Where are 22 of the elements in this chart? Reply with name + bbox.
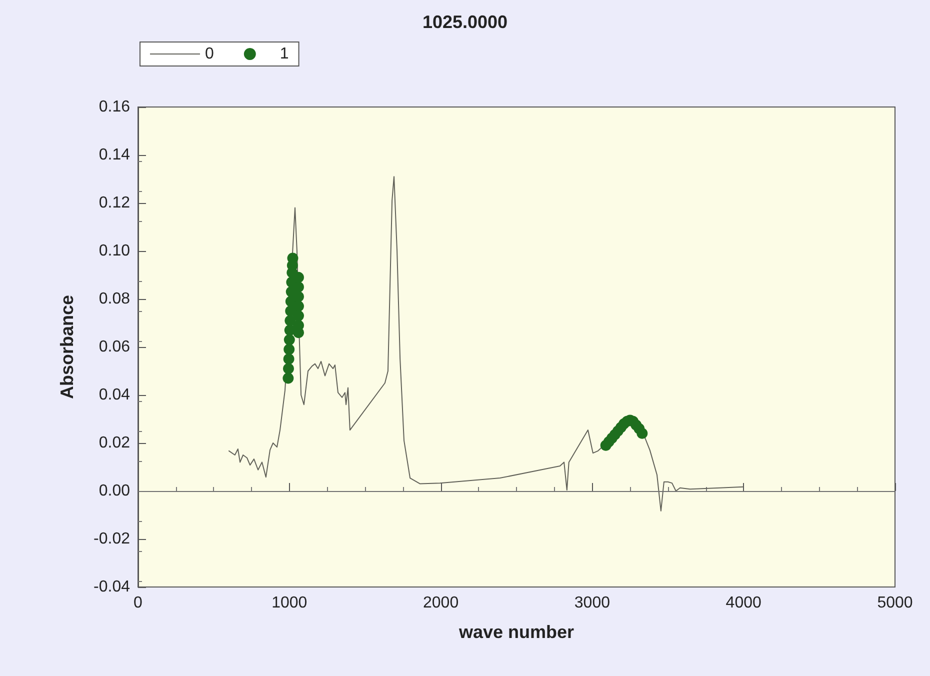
y-tick-label: 0.12 (98, 194, 130, 212)
x-axis-title: wave number (458, 622, 574, 642)
x-tick-label: 1000 (272, 594, 308, 612)
y-tick-label: 0.04 (98, 386, 130, 404)
chart-title: 1025.0000 (422, 12, 508, 32)
legend-label: 1 (280, 46, 289, 62)
y-tick-label: 0.00 (98, 482, 130, 500)
x-tick-label: 4000 (726, 594, 762, 612)
x-tick-label: 0 (134, 594, 143, 612)
x-tick-label: 5000 (877, 594, 913, 612)
y-tick-label: -0.02 (94, 530, 130, 548)
y-tick-label: 0.10 (98, 242, 130, 260)
legend-label: 0 (205, 46, 214, 62)
y-tick-label: 0.08 (98, 290, 130, 308)
x-tick-label: 2000 (423, 594, 459, 612)
x-tick-label: 3000 (574, 594, 610, 612)
y-axis-title: Absorbance (57, 294, 77, 400)
y-tick-label: 0.06 (98, 338, 130, 356)
y-tick-label: 0.14 (98, 146, 130, 164)
y-tick-label: -0.04 (94, 578, 130, 596)
y-tick-label: 0.16 (98, 98, 130, 116)
y-tick-label: 0.02 (98, 434, 130, 452)
